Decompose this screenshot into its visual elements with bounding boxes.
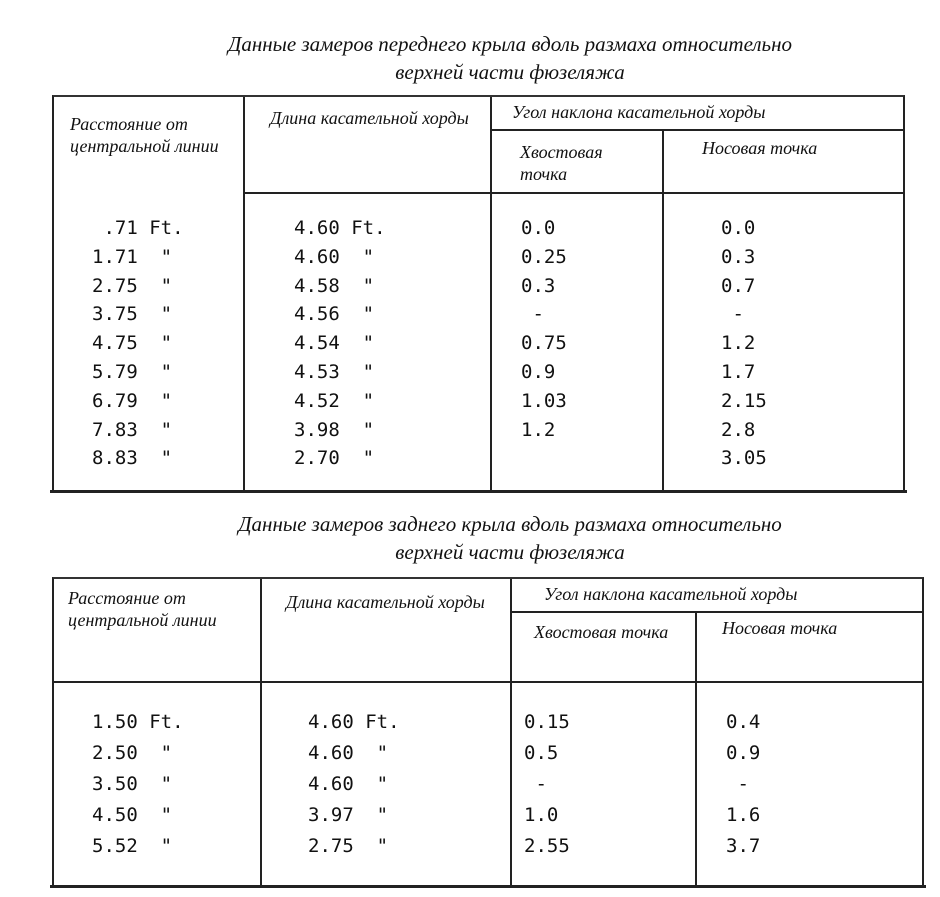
cell-nose: 0.3 — [721, 245, 756, 268]
title-line-2: верхней части фюзеляжа — [395, 540, 625, 564]
cell-nose: 2.15 — [721, 389, 767, 412]
cell-nose: 0.7 — [721, 274, 756, 297]
cell-chord: 4.60 Ft. — [308, 711, 400, 733]
cell-chord: 4.52 " — [294, 389, 375, 412]
header-distance: Расстояние от центральной линии — [70, 114, 219, 156]
cell-chord: 4.53 " — [294, 361, 375, 383]
cell-tail: 1.03 — [521, 389, 567, 412]
cell-distance: 1.50 Ft. — [92, 711, 184, 733]
cell-distance: 8.83 " — [92, 447, 173, 470]
front-wing-table: Расстояние от центральной линии Длина ка… — [50, 95, 907, 493]
cell-chord: 4.58 " — [294, 274, 375, 297]
cell-tail: 1.0 — [524, 804, 559, 826]
header-tail-point: Хвостовая точка — [520, 142, 603, 184]
cell-nose: 3.05 — [721, 447, 767, 470]
cell-tail: 2.55 — [524, 835, 570, 857]
cell-distance: 7.83 " — [92, 418, 173, 441]
cell-distance: 2.50 " — [92, 742, 173, 764]
cell-chord: 4.56 " — [294, 303, 375, 326]
column-divider — [260, 579, 262, 887]
column-divider — [490, 97, 492, 492]
cell-nose: 2.8 — [721, 418, 756, 441]
cell-tail: - — [521, 303, 544, 326]
cell-tail: 0.0 — [521, 217, 556, 239]
header-tail-point: Хвостовая точка — [534, 622, 669, 642]
cell-tail: 0.3 — [521, 274, 556, 297]
cell-tail: 0.15 — [524, 711, 570, 733]
cell-tail: 0.9 — [521, 361, 556, 383]
cell-distance: 5.52 " — [92, 835, 173, 857]
header-nose-point: Носовая точка — [702, 138, 818, 158]
title-line-1: Данные замеров переднего крыла вдоль раз… — [227, 32, 793, 56]
cell-nose: 1.6 — [726, 804, 761, 826]
cell-chord: 2.75 " — [308, 835, 389, 857]
cell-nose: 1.7 — [721, 361, 756, 383]
column-divider — [662, 130, 664, 492]
cell-distance: 4.75 " — [92, 332, 173, 355]
header-nose-point: Носовая точка — [722, 618, 838, 638]
header-distance: Расстояние от центральной линии — [68, 588, 217, 630]
header-angle-group: Угол наклона касательной хорды — [544, 584, 798, 604]
cell-tail: 0.75 — [521, 332, 567, 355]
cell-nose: - — [721, 303, 744, 326]
column-divider — [510, 579, 512, 887]
cell-chord: 3.98 " — [294, 418, 375, 441]
cell-tail: 0.5 — [524, 742, 559, 764]
cell-nose: 0.4 — [726, 711, 761, 733]
cell-chord: 3.97 " — [308, 804, 389, 826]
cell-distance: 5.79 " — [92, 361, 173, 383]
header-divider — [243, 192, 903, 194]
cell-distance: 2.75 " — [92, 274, 173, 297]
header-chord-length: Длина касательной хорды — [270, 108, 469, 128]
header-angle-group: Угол наклона касательной хорды — [512, 102, 766, 122]
subheader-divider — [490, 129, 903, 131]
cell-distance: .71 Ft. — [92, 217, 184, 239]
cell-distance: 1.71 " — [92, 245, 173, 268]
cell-chord: 4.60 Ft. — [294, 217, 386, 239]
subheader-divider — [510, 611, 922, 613]
cell-nose: - — [726, 773, 749, 795]
table-bottom-rule — [50, 885, 926, 888]
cell-nose: 0.9 — [726, 742, 761, 764]
title-line-2: верхней части фюзеляжа — [395, 60, 625, 84]
header-divider — [54, 681, 922, 683]
cell-distance: 4.50 " — [92, 804, 173, 826]
cell-chord: 2.70 " — [294, 447, 375, 470]
cell-chord: 4.60 " — [308, 773, 389, 795]
cell-chord: 4.60 " — [308, 742, 389, 764]
cell-chord: 4.60 " — [294, 245, 375, 268]
title-line-1: Данные замеров заднего крыла вдоль разма… — [238, 512, 782, 536]
cell-nose: 0.0 — [721, 217, 756, 239]
cell-chord: 4.54 " — [294, 332, 375, 355]
cell-nose: 1.2 — [721, 332, 756, 355]
column-divider — [243, 97, 245, 492]
front-wing-title: Данные замеров переднего крыла вдоль раз… — [140, 30, 880, 86]
cell-nose: 3.7 — [726, 835, 761, 857]
rear-wing-title: Данные замеров заднего крыла вдоль разма… — [140, 510, 880, 566]
rear-wing-table: Расстояние от центральной линии Длина ка… — [50, 577, 926, 888]
column-divider — [695, 612, 697, 887]
cell-tail: 1.2 — [521, 418, 556, 441]
table-bottom-rule — [50, 490, 907, 493]
cell-distance: 3.75 " — [92, 303, 173, 326]
cell-distance: 3.50 " — [92, 773, 173, 795]
header-chord-length: Длина касательной хорды — [286, 592, 485, 612]
cell-tail: 0.25 — [521, 245, 567, 268]
cell-distance: 6.79 " — [92, 389, 173, 412]
cell-tail: - — [524, 773, 547, 795]
